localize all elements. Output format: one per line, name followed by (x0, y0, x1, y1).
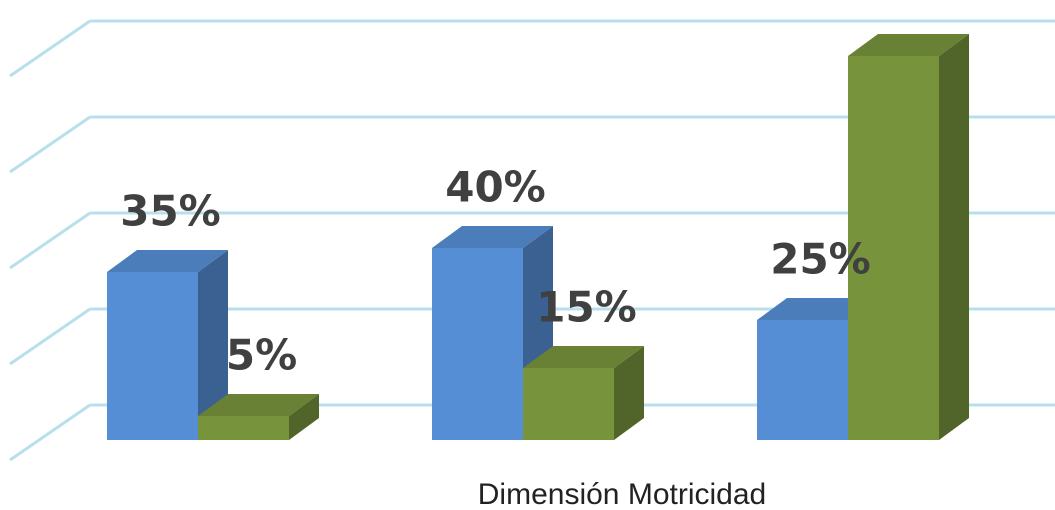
value-label: 40% (445, 163, 546, 212)
bar-side (614, 346, 644, 440)
bar (432, 248, 523, 440)
value-label: 15% (536, 283, 637, 332)
bar-top (107, 250, 228, 272)
bar-side (939, 34, 969, 440)
grid-line (9, 403, 91, 462)
bar-top (848, 34, 969, 56)
x-axis-label: Dimensión Motricidad (478, 478, 766, 510)
bar-side (198, 250, 228, 440)
bar (523, 368, 614, 440)
bar (107, 272, 198, 440)
value-label: 5% (226, 331, 297, 380)
grid-line (9, 307, 91, 366)
grid-line (9, 211, 91, 270)
bar-top (198, 394, 319, 416)
grid-line (9, 19, 91, 78)
grid-line (9, 115, 91, 174)
bar-side (289, 394, 319, 440)
value-label: 25% (770, 235, 871, 284)
bar (757, 320, 848, 440)
bar (198, 416, 289, 440)
bar (848, 56, 939, 440)
bar-top (523, 346, 644, 368)
value-label: 35% (120, 187, 221, 236)
bar-top (757, 298, 878, 320)
bar-top (432, 226, 553, 248)
